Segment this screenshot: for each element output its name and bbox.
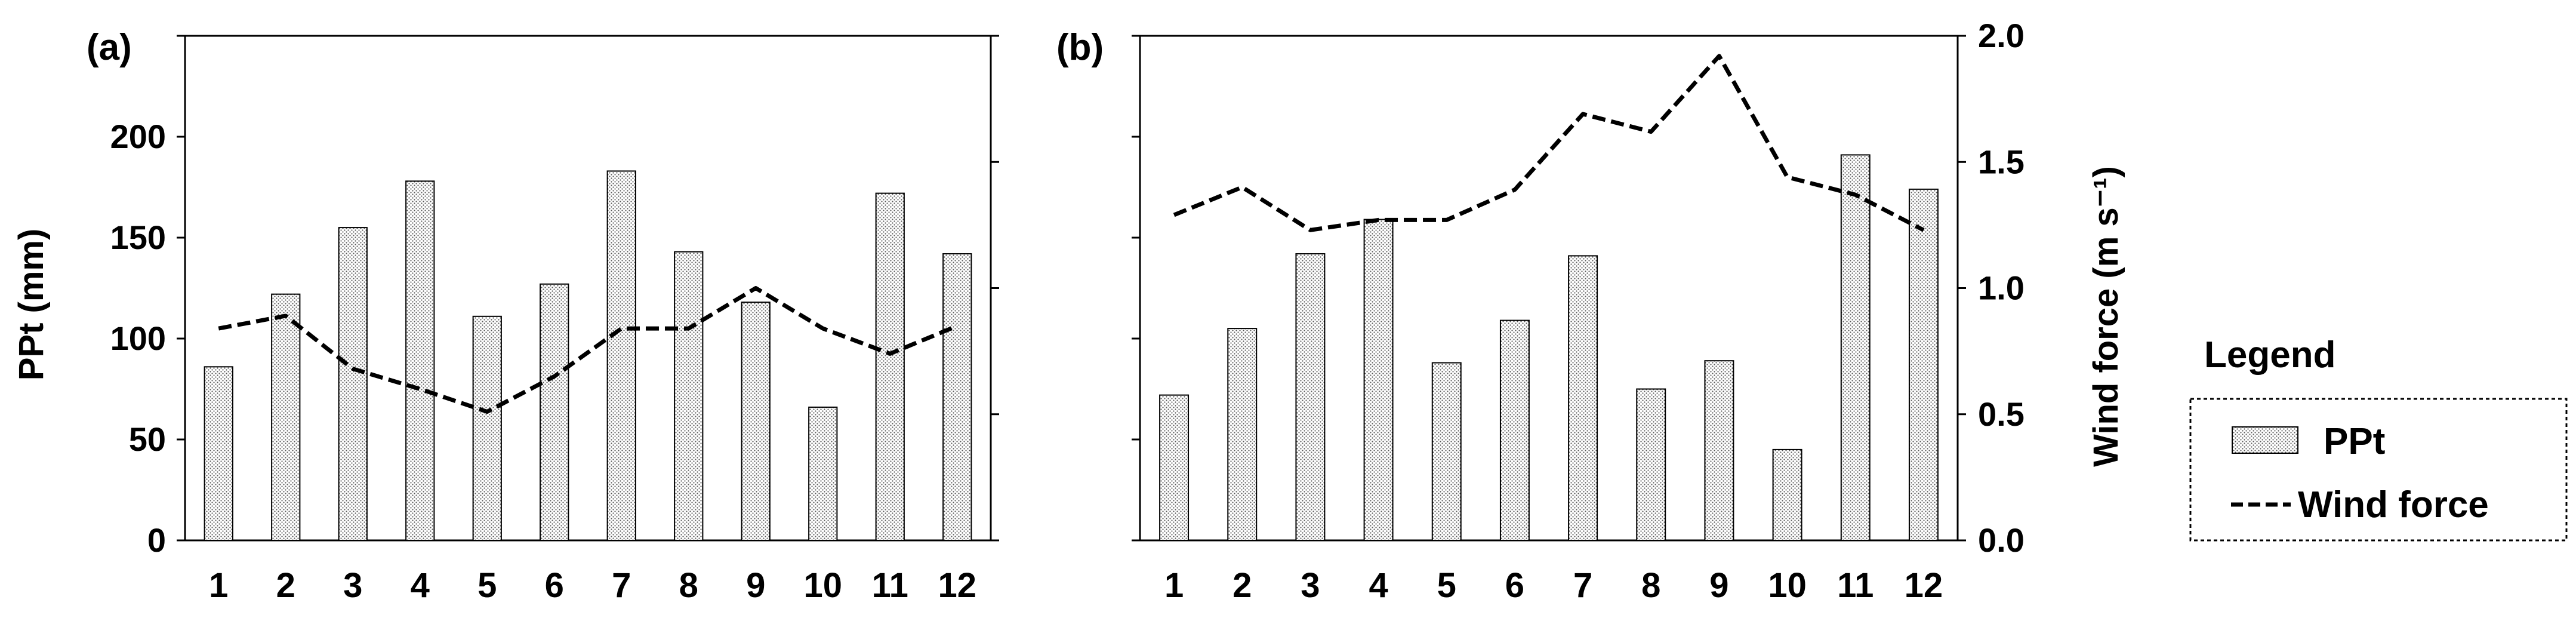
x-tick-label: 8 <box>679 566 698 605</box>
x-tick-label: 6 <box>545 566 564 605</box>
legend-wind-label: Wind force <box>2298 484 2489 525</box>
panel-a-y-axis-title: PPt (mm) <box>12 229 51 381</box>
x-tick-label: 9 <box>746 566 765 605</box>
x-tick-label: 7 <box>1573 566 1592 605</box>
y-tick-label: 100 <box>110 319 166 357</box>
ppt-bar <box>1840 154 1871 542</box>
x-tick-label: 4 <box>1369 566 1388 605</box>
legend-ppt-label: PPt <box>2324 421 2385 462</box>
ppt-bar <box>875 192 905 541</box>
y-tick-label: 50 <box>129 420 166 458</box>
x-tick-label: 3 <box>1301 566 1320 605</box>
panel-a-wind-line <box>218 286 959 414</box>
ppt-bar <box>942 253 972 541</box>
panel-b-x-tick-labels: 1 2 3 4 5 6 7 8 9 10 11 12 <box>1164 566 1943 605</box>
x-tick-label: 2 <box>276 566 295 605</box>
legend-box <box>2189 398 2568 542</box>
y2-tick-label: 0.0 <box>1978 521 2025 559</box>
x-tick-label: 7 <box>612 566 631 605</box>
x-tick-label: 11 <box>1837 566 1874 605</box>
x-tick-label: 5 <box>1437 566 1456 605</box>
legend-title: Legend <box>2204 334 2335 376</box>
panel-a-x-tick-labels: 1 2 3 4 5 6 7 8 9 10 11 12 <box>209 566 976 605</box>
ppt-bar <box>674 251 704 541</box>
x-tick-label: 12 <box>1905 566 1943 605</box>
panel-a-bars <box>204 170 972 542</box>
wind-force-line <box>1173 54 1925 232</box>
x-tick-label: 6 <box>1505 566 1524 605</box>
x-tick-label: 1 <box>209 566 228 605</box>
ppt-bar <box>271 293 301 541</box>
ppt-bar <box>1704 360 1734 541</box>
y2-tick-label: 1.5 <box>1978 143 2025 180</box>
plot-frame <box>1139 35 1959 542</box>
ppt-bar <box>204 366 233 541</box>
panel-b: (b) Wind force (m s⁻¹) 0.0 0.5 1.0 1.5 2.0 1… <box>1056 17 2125 605</box>
ppt-bar <box>1908 188 1939 541</box>
panel-a-y-tick-labels: 0 50 100 150 200 <box>110 118 166 559</box>
ppt-bar <box>1295 253 1326 541</box>
y2-tick-label: 2.0 <box>1978 17 2025 54</box>
x-tick-label: 12 <box>938 566 976 605</box>
ppt-bar <box>1568 255 1598 541</box>
y-tick-label: 150 <box>110 219 166 256</box>
ppt-bar <box>606 170 636 541</box>
wind-force-line <box>218 286 959 414</box>
ppt-bar <box>1636 388 1666 541</box>
panel-b-label: (b) <box>1056 27 1104 68</box>
x-tick-label: 10 <box>803 566 842 605</box>
ppt-bar <box>741 302 771 541</box>
x-tick-label: 1 <box>1164 566 1184 605</box>
panel-b-y2-tick-labels: 0.0 0.5 1.0 1.5 2.0 <box>1978 17 2025 559</box>
panel-a-axes <box>177 35 999 542</box>
ppt-bar <box>338 227 368 542</box>
x-tick-label: 3 <box>343 566 362 605</box>
x-tick-label: 10 <box>1768 566 1807 605</box>
x-tick-label: 2 <box>1232 566 1252 605</box>
ppt-bar <box>1363 219 1394 541</box>
legend: Legend PPt Wind force <box>2189 334 2568 542</box>
ppt-bar <box>1159 394 1190 542</box>
ppt-bar <box>1431 362 1462 541</box>
panel-b-y2-axis-title: Wind force (m s⁻¹) <box>2087 166 2125 467</box>
x-tick-label: 11 <box>872 566 908 605</box>
panel-b-bars <box>1159 154 1939 542</box>
x-tick-label: 9 <box>1709 566 1728 605</box>
ppt-bar <box>1499 319 1530 542</box>
panel-a-label: (a) <box>87 27 132 68</box>
x-tick-label: 8 <box>1641 566 1660 605</box>
y2-tick-label: 0.5 <box>1978 395 2025 433</box>
ppt-bar <box>405 180 435 541</box>
y2-tick-label: 1.0 <box>1978 269 2025 307</box>
panel-b-wind-line <box>1173 54 1925 232</box>
plot-frame <box>184 35 992 542</box>
x-tick-label: 4 <box>411 566 430 605</box>
panel-b-axes <box>1132 35 1966 542</box>
ppt-bar <box>1227 328 1258 541</box>
ppt-bar <box>472 315 502 541</box>
legend-ppt-swatch <box>2232 426 2298 454</box>
ppt-bar <box>1772 448 1802 542</box>
ppt-bar <box>540 283 569 541</box>
ppt-bar <box>808 406 838 541</box>
y-tick-label: 0 <box>147 521 166 559</box>
x-tick-label: 5 <box>477 566 497 605</box>
y-tick-label: 200 <box>110 118 166 155</box>
